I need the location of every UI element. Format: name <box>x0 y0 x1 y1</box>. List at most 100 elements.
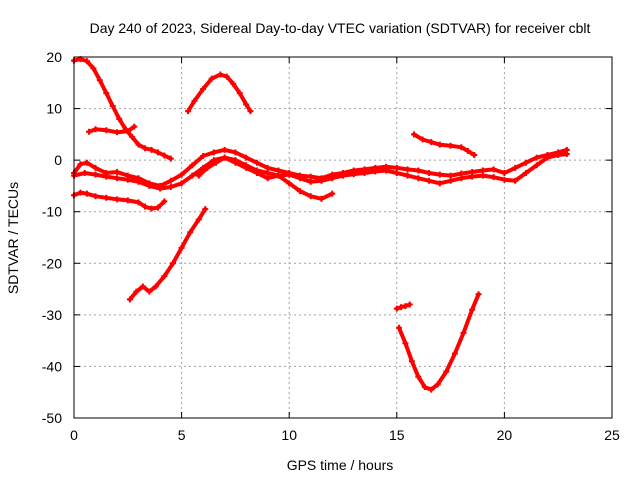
data-point <box>189 162 196 169</box>
data-point <box>426 170 433 177</box>
data-point <box>307 193 314 200</box>
data-point <box>286 180 293 187</box>
data-point <box>210 149 217 156</box>
x-tick-label: 25 <box>604 427 620 443</box>
data-point <box>114 175 121 182</box>
data-point <box>187 229 194 236</box>
data-point <box>90 65 97 72</box>
data-point <box>167 155 174 162</box>
data-point <box>421 384 428 391</box>
data-point <box>393 305 400 312</box>
data-point <box>124 197 131 204</box>
data-point <box>383 167 390 174</box>
data-point <box>434 381 441 388</box>
y-tick-label: -20 <box>42 255 62 271</box>
data-point <box>221 154 228 161</box>
data-point <box>157 185 164 192</box>
data-point <box>178 180 185 187</box>
data-point <box>133 288 140 295</box>
x-tick-label: 5 <box>178 427 186 443</box>
chart-title: Day 240 of 2023, Sidereal Day-to-day VTE… <box>90 20 591 36</box>
data-point <box>253 159 260 166</box>
data-point <box>96 77 103 84</box>
data-point <box>131 123 138 130</box>
data-point <box>77 189 84 196</box>
data-point <box>114 129 121 136</box>
data-point <box>221 146 228 153</box>
data-point <box>124 176 131 183</box>
data-point <box>490 166 497 173</box>
data-point <box>307 173 314 180</box>
data-point <box>103 90 110 97</box>
data-point <box>236 90 243 97</box>
series-line-s3 <box>186 72 253 114</box>
data-point <box>142 145 149 152</box>
y-axis: -50 -40 -30 -20 -10 0 10 20 <box>42 49 612 426</box>
data-point <box>167 183 174 190</box>
x-axis: 0 5 10 15 20 25 <box>70 57 620 443</box>
data-point <box>512 177 519 184</box>
data-point <box>402 303 409 310</box>
data-point <box>243 154 250 161</box>
data-point <box>458 175 465 182</box>
data-point <box>296 188 303 195</box>
data-point <box>415 373 422 380</box>
data-point <box>555 151 562 158</box>
data-point <box>393 170 400 177</box>
data-point <box>83 190 90 197</box>
data-point <box>296 175 303 182</box>
data-point <box>318 177 325 184</box>
data-point <box>447 142 454 149</box>
series-line-s10 <box>397 292 481 392</box>
data-point <box>436 180 443 187</box>
data-point <box>329 190 336 197</box>
data-point <box>195 216 202 223</box>
data-point <box>469 306 476 313</box>
data-point <box>167 177 174 184</box>
y-tick-label: 10 <box>46 101 62 117</box>
data-point <box>501 170 508 177</box>
data-point <box>544 154 551 161</box>
data-point <box>475 291 482 298</box>
data-point <box>92 171 99 178</box>
data-point <box>195 172 202 179</box>
data-point <box>436 141 443 148</box>
data-point <box>109 102 116 109</box>
data-point <box>217 71 224 78</box>
series-line-s1 <box>72 57 173 161</box>
data-point <box>479 167 486 174</box>
data-point <box>253 167 260 174</box>
data-point <box>152 283 159 290</box>
data-point <box>139 283 146 290</box>
data-point <box>135 178 142 185</box>
data-point <box>428 139 435 146</box>
x-tick-label: 10 <box>281 427 297 443</box>
y-tick-label: -10 <box>42 204 62 220</box>
data-point <box>161 273 168 280</box>
y-axis-label: SDTVAR / TECUs <box>5 182 21 294</box>
data-point <box>232 149 239 156</box>
data-point <box>443 368 450 375</box>
data-point <box>415 167 422 174</box>
data-point <box>329 175 336 182</box>
data-point <box>146 288 153 295</box>
data-point <box>464 147 471 154</box>
data-point <box>395 324 402 331</box>
y-tick-label: 20 <box>46 49 62 65</box>
data-point <box>124 128 131 135</box>
data-point <box>86 128 93 135</box>
data-point <box>451 350 458 357</box>
data-point <box>247 108 254 115</box>
data-point <box>411 131 418 138</box>
data-point <box>563 150 570 157</box>
data-point <box>154 149 161 156</box>
x-tick-label: 15 <box>389 427 405 443</box>
data-point <box>161 152 168 159</box>
data-point <box>436 171 443 178</box>
data-point <box>83 58 90 65</box>
data-point <box>202 206 209 213</box>
data-point <box>406 301 413 308</box>
data-point <box>458 144 465 151</box>
data-point <box>200 85 207 92</box>
